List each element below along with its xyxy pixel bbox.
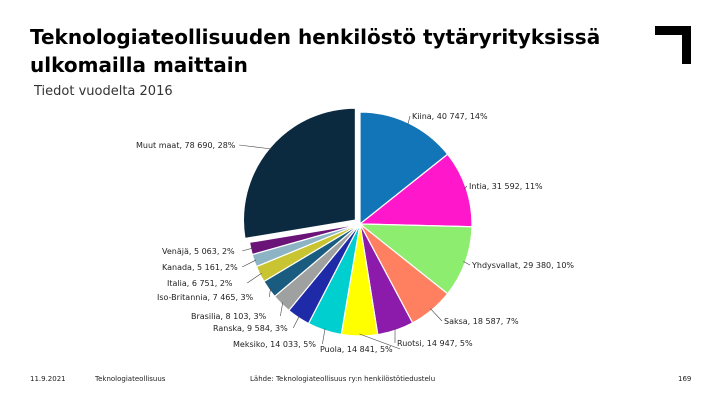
data-label-kanada: Kanada, 5 161, 2% xyxy=(162,263,238,272)
leader-line-ranska xyxy=(292,315,300,329)
leader-line-saksa xyxy=(430,308,443,322)
data-label-ruotsi: Ruotsi, 14 947, 5% xyxy=(397,339,473,348)
footer-source: Lähde: Teknologiateollisuus ry:n henkilö… xyxy=(250,375,436,383)
slide-title: Teknologiateollisuuden henkilöstö tytäry… xyxy=(30,25,601,77)
leader-line-kiina xyxy=(407,115,411,125)
pie-slice-kiina xyxy=(359,111,449,226)
footer-organization: Teknologiateollisuus xyxy=(95,375,166,383)
leader-line-puola xyxy=(359,333,401,350)
leader-line-brasilia xyxy=(280,302,284,317)
data-label-yhdysvallat: Yhdysvallat, 29 380, 10% xyxy=(471,261,574,270)
leader-line-italia xyxy=(247,273,262,284)
leader-line-meksiko xyxy=(322,328,326,345)
leader-line-iso-britannia xyxy=(269,287,271,298)
pie-slices xyxy=(242,107,473,337)
data-label-italia: Italia, 6 751, 2% xyxy=(167,279,233,288)
pie-leader-lines xyxy=(239,115,471,350)
data-label-iso-britannia: Iso-Britannia, 7 465, 3% xyxy=(157,293,254,302)
pie-slice-muut-maat xyxy=(242,107,357,240)
data-label-brasilia: Brasilia, 8 103, 3% xyxy=(191,312,267,321)
footer-date: 11.9.2021 xyxy=(30,375,66,383)
leader-line-muut-maat xyxy=(239,144,272,150)
pie-data-labels: Kiina, 40 747, 14% Intia, 31 592, 11% Yhdy… xyxy=(136,112,574,354)
slide-subtitle: Tiedot vuodelta 2016 xyxy=(34,84,173,99)
data-label-ranska: Ranska, 9 584, 3% xyxy=(213,324,288,333)
data-label-intia: Intia, 31 592, 11% xyxy=(469,182,543,191)
leader-line-intia xyxy=(464,185,468,190)
page-number: 169 xyxy=(678,375,692,383)
logo-shape xyxy=(655,26,691,64)
data-label-kiina: Kiina, 40 747, 14% xyxy=(412,112,488,121)
leader-line-yhdysvallat xyxy=(463,261,471,266)
data-label-saksa: Saksa, 18 587, 7% xyxy=(444,317,519,326)
data-label-puola: Puola, 14 841, 5% xyxy=(320,345,393,354)
corner-bracket-logo-icon xyxy=(655,26,691,64)
data-label-meksiko: Meksiko, 14 033, 5% xyxy=(233,340,316,349)
leader-line-kanada xyxy=(242,259,257,268)
data-label-muut-maat: Muut maat, 78 690, 28% xyxy=(136,141,236,150)
data-label-venaja: Venäjä, 5 063, 2% xyxy=(162,247,235,256)
leader-line-venaja xyxy=(242,247,253,252)
pie-slice-intia xyxy=(358,153,473,228)
